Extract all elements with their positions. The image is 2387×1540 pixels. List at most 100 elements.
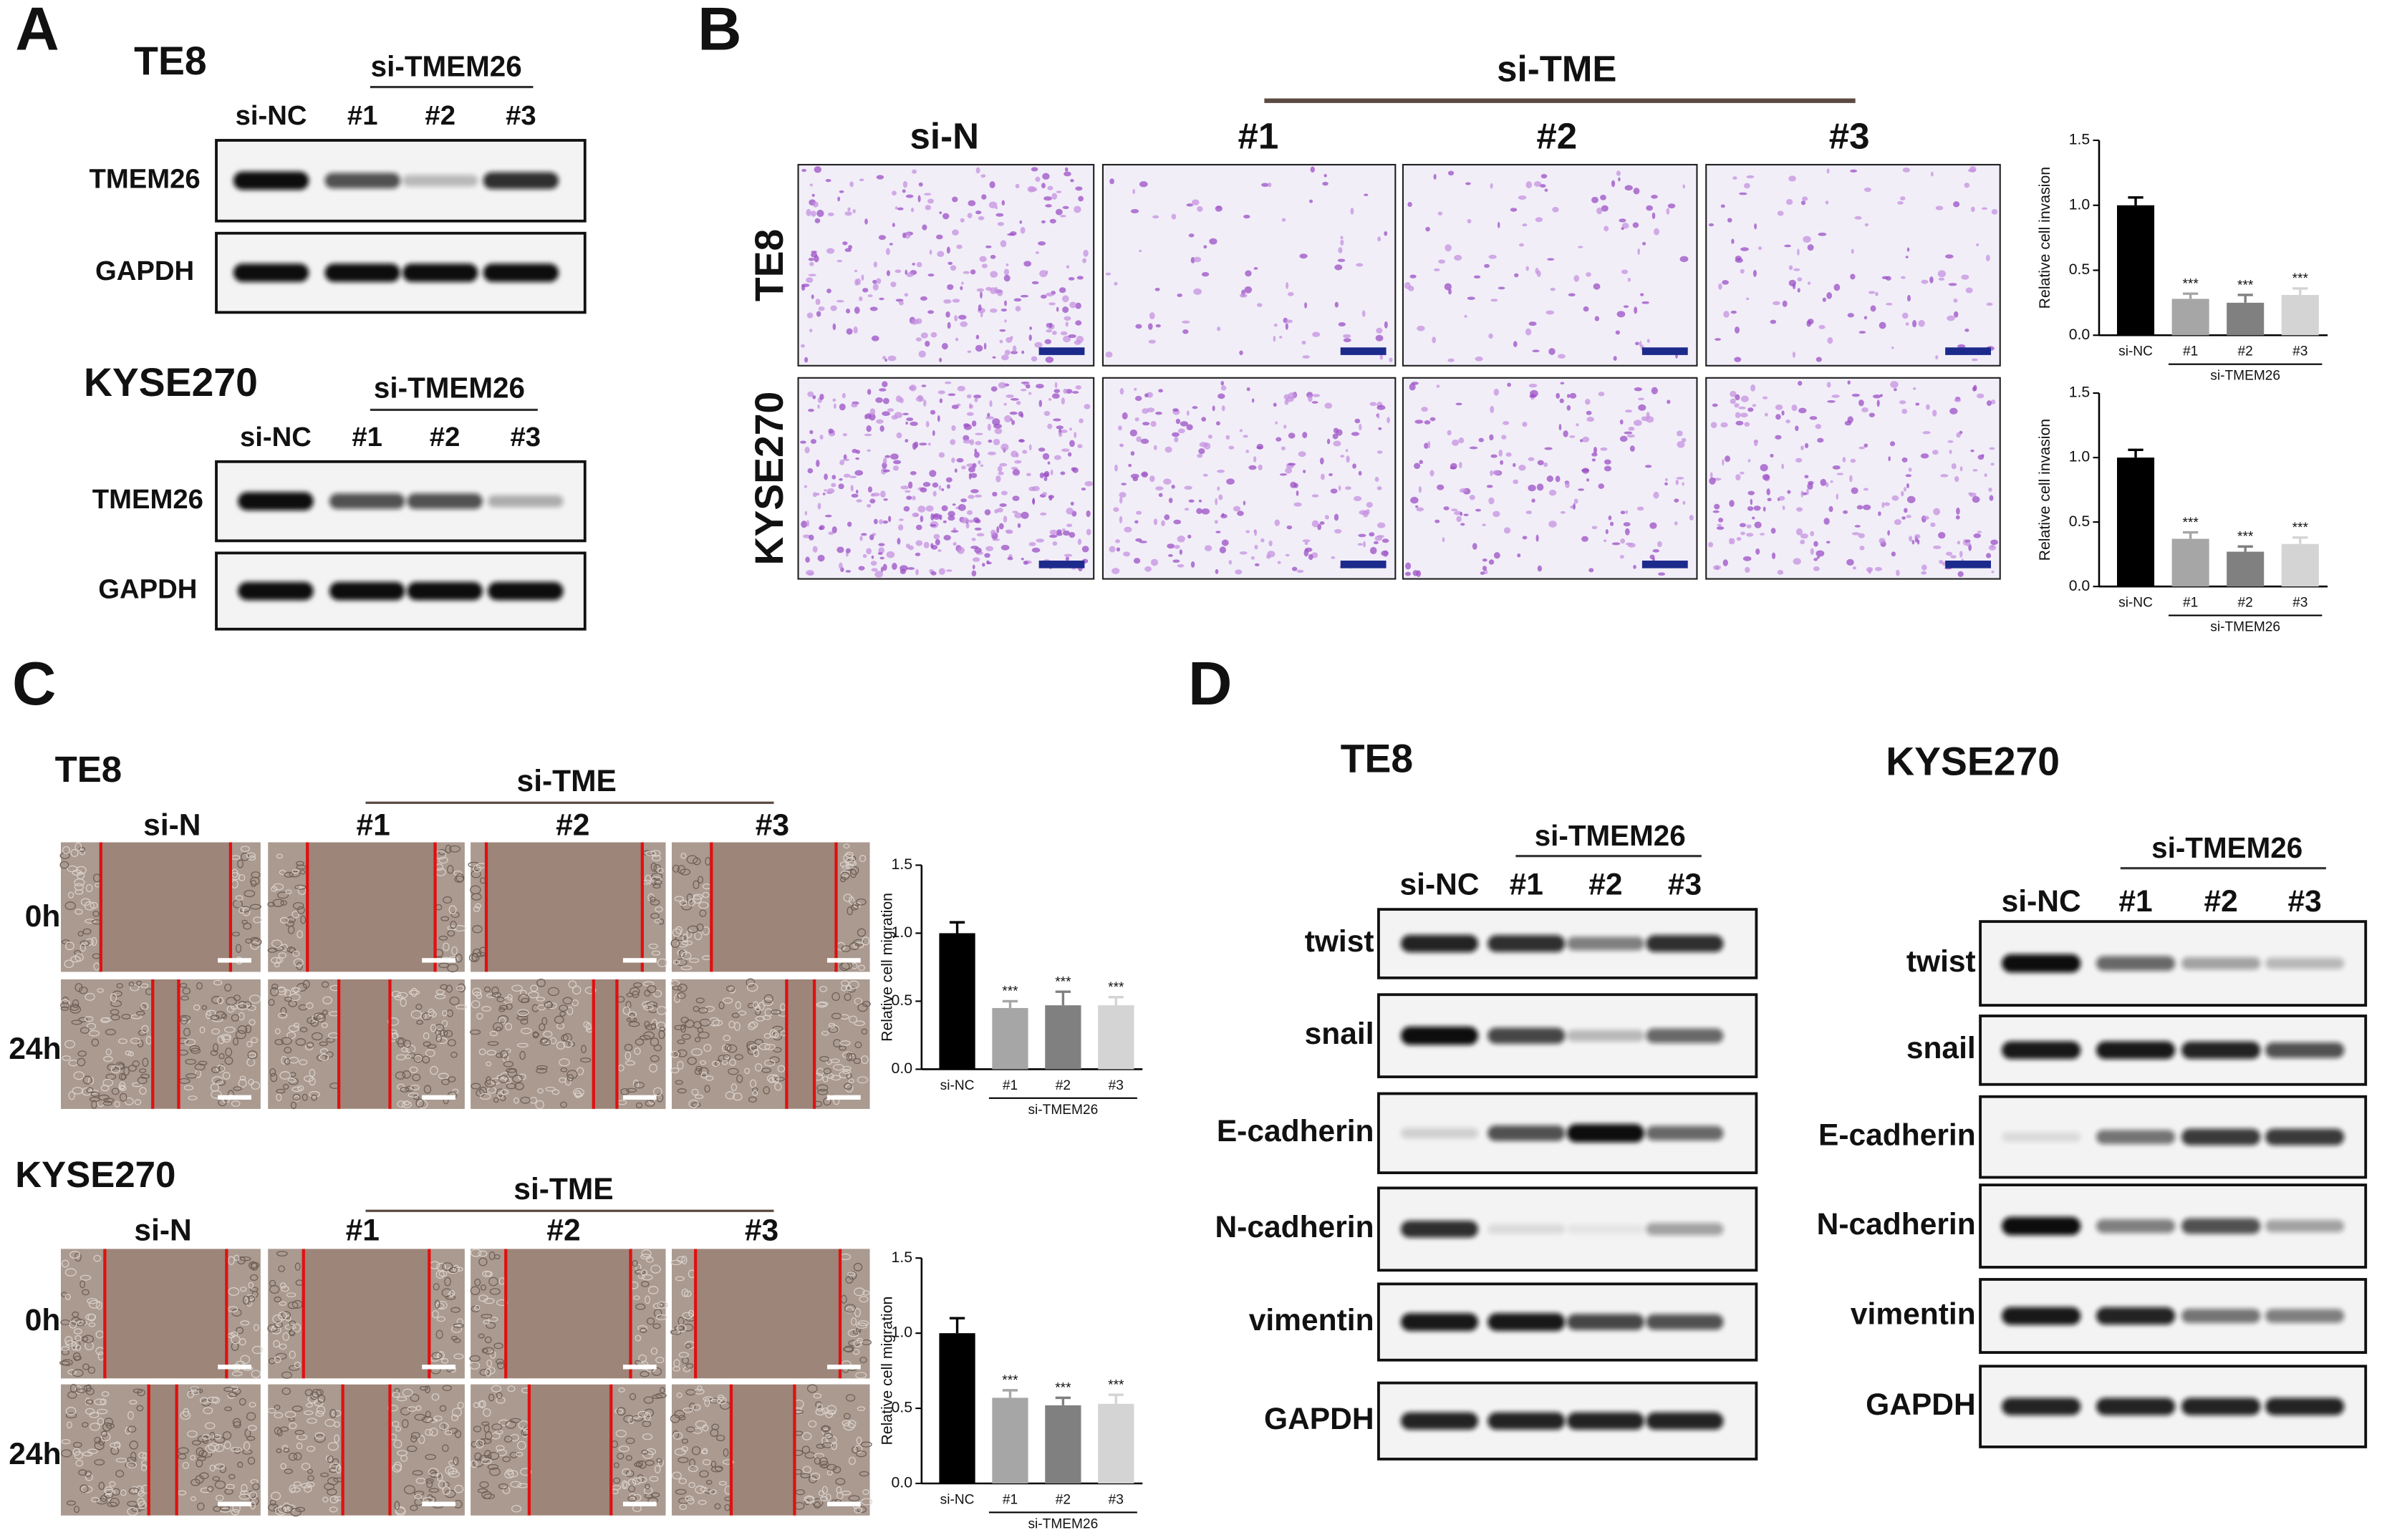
cell [451, 946, 458, 956]
cell [183, 1027, 191, 1037]
cell [748, 1096, 757, 1103]
cell [231, 1335, 241, 1345]
cell [860, 1441, 872, 1448]
stained-cell [937, 415, 940, 422]
stained-cell [1285, 553, 1290, 557]
cell [642, 1450, 654, 1459]
stained-cell [1782, 505, 1785, 510]
stained-cell [1832, 465, 1841, 470]
cell [703, 1458, 711, 1466]
cell [68, 891, 74, 899]
stained-cell [1932, 450, 1939, 455]
stained-cell [915, 568, 919, 576]
stained-cell [1311, 401, 1318, 404]
cell [768, 1077, 774, 1083]
stained-cell [907, 481, 913, 489]
stained-cell [1651, 212, 1656, 219]
stained-cell [1965, 542, 1971, 547]
cell [498, 1483, 508, 1490]
stained-cell [910, 421, 918, 427]
stained-cell [1417, 325, 1425, 331]
cell [493, 1097, 499, 1103]
stained-cell [976, 288, 985, 292]
bar [2281, 294, 2319, 336]
cell [239, 1075, 246, 1081]
stained-cell [1490, 454, 1498, 458]
stained-cell [836, 546, 844, 553]
stained-cell [817, 404, 820, 409]
stained-cell [1221, 513, 1225, 517]
stained-cell [1199, 442, 1208, 447]
cell [504, 1470, 514, 1479]
cell [726, 1044, 738, 1053]
cell [566, 1006, 574, 1016]
cell [496, 1392, 503, 1399]
cell [658, 918, 665, 925]
stained-cell [1651, 387, 1658, 394]
blot-band [2265, 1309, 2345, 1323]
stained-cell [939, 398, 943, 404]
stained-cell [1445, 244, 1452, 252]
stained-cell [1528, 484, 1536, 492]
blot-band [238, 492, 314, 510]
cell [694, 931, 703, 941]
cell [562, 997, 573, 1004]
cell [544, 1001, 554, 1009]
cell [223, 1387, 233, 1393]
stained-cell [983, 342, 987, 350]
stained-cell [937, 390, 945, 394]
row-label: 24h [9, 1032, 61, 1066]
stained-cell [873, 261, 877, 268]
stained-cell [1901, 457, 1908, 463]
cell [489, 1288, 501, 1295]
cell [235, 895, 243, 901]
stained-cell [1682, 500, 1686, 505]
cell [284, 1047, 292, 1054]
stained-cell [1060, 471, 1066, 475]
cell [849, 868, 857, 878]
stained-cell [1490, 299, 1498, 302]
stained-cell [1727, 218, 1732, 223]
cell [287, 1301, 299, 1309]
cell [233, 1086, 242, 1091]
cell-layer [794, 1384, 870, 1516]
stained-cell [1047, 461, 1051, 465]
stained-cell [1760, 464, 1768, 472]
stained-cell [1003, 515, 1008, 523]
cell [450, 1325, 463, 1333]
cell [408, 989, 420, 995]
cell [196, 1502, 205, 1511]
stained-cell [837, 196, 841, 202]
stained-cell [1239, 293, 1248, 298]
stained-cell [842, 392, 846, 399]
cell [410, 1085, 420, 1090]
cell [560, 1067, 568, 1072]
stained-cell [1334, 513, 1339, 521]
stained-cell [1239, 551, 1248, 555]
stained-cell [1114, 464, 1118, 472]
cell [279, 1301, 287, 1306]
stained-cell [1947, 315, 1955, 321]
blot-band [1487, 1412, 1566, 1430]
cell [292, 901, 304, 910]
cell [659, 1027, 665, 1032]
cell [702, 926, 710, 936]
panel-label: B [698, 0, 741, 64]
cell [685, 1363, 694, 1369]
cell [267, 1324, 278, 1332]
cell [60, 1346, 70, 1351]
cell [269, 1499, 276, 1506]
significance: *** [2182, 276, 2199, 291]
cell [250, 876, 260, 886]
stained-cell [861, 533, 867, 536]
blot-band [2096, 1398, 2176, 1415]
stained-cell [963, 439, 971, 444]
stained-cell [1846, 558, 1854, 566]
cell [633, 982, 642, 988]
blot-band [2096, 1041, 2176, 1060]
cell [840, 870, 851, 877]
stained-cell [923, 193, 932, 195]
stained-cell [1416, 507, 1424, 512]
cell [537, 1088, 544, 1094]
cell [503, 1060, 514, 1067]
